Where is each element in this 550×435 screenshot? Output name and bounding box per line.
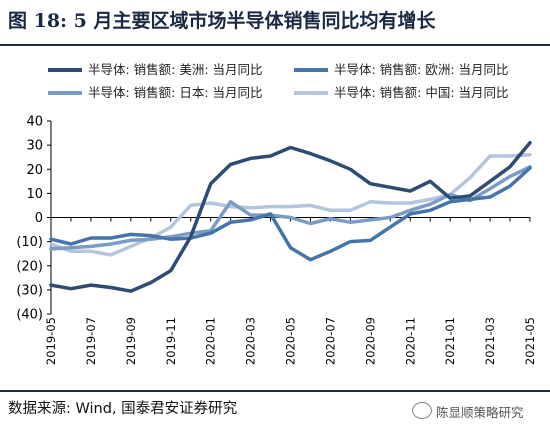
legend-swatch-china bbox=[294, 91, 328, 95]
x-tick-label: 2019-05 bbox=[44, 317, 58, 365]
series-line bbox=[49, 140, 532, 293]
x-tick-label: 2021-03 bbox=[483, 317, 497, 365]
x-tick-label: 2020-11 bbox=[403, 317, 417, 365]
line-chart: 40 30 20 10 0 (10) (20) (30) (40)2019-05 2019-07 2… bbox=[16, 115, 537, 366]
x-tick-label: 2020-07 bbox=[323, 317, 337, 365]
legend-label-china: 半导体: 销售额: 中国: 当月同比 bbox=[334, 85, 509, 100]
y-tick-label: (20) bbox=[16, 259, 43, 274]
x-tick-label: 2021-05 bbox=[523, 317, 537, 365]
legend-swatch-americas bbox=[48, 68, 82, 72]
x-tick-label: 2019-07 bbox=[84, 317, 98, 365]
chart-legend: 半导体: 销售额: 美洲: 当月同比 半导体: 销售额: 欧洲: 当月同比 半导… bbox=[0, 56, 550, 106]
y-tick-label: (10) bbox=[16, 235, 43, 250]
y-tick-label: 10 bbox=[26, 187, 43, 202]
x-tick-label: 2019-11 bbox=[164, 317, 178, 365]
x-tick-label: 2021-01 bbox=[443, 317, 457, 365]
wechat-icon bbox=[412, 402, 432, 419]
chart-title: 图 18: 5 月主要区域市场半导体销售同比均有增长 bbox=[8, 10, 436, 32]
y-tick-label: 0 bbox=[35, 211, 43, 226]
legend-label-japan: 半导体: 销售额: 日本: 当月同比 bbox=[88, 85, 263, 100]
footer-divider bbox=[0, 390, 550, 392]
legend-label-americas: 半导体: 销售额: 美洲: 当月同比 bbox=[88, 62, 263, 77]
y-tick-label: 20 bbox=[26, 163, 43, 178]
watermark-label: 陈显顺策略研究 bbox=[436, 405, 524, 420]
x-tick-label: 2020-03 bbox=[244, 317, 258, 365]
x-tick-label: 2020-09 bbox=[363, 317, 377, 365]
legend-label-europe: 半导体: 销售额: 欧洲: 当月同比 bbox=[334, 62, 509, 77]
title-bar: 图 18: 5 月主要区域市场半导体销售同比均有增长 bbox=[0, 0, 550, 46]
legend-swatch-japan bbox=[48, 91, 82, 95]
y-tick-label: 40 bbox=[26, 115, 43, 130]
series-line bbox=[49, 153, 532, 257]
series-line bbox=[49, 166, 532, 262]
y-tick-label: (40) bbox=[16, 308, 43, 323]
legend-swatch-europe bbox=[294, 68, 328, 72]
series-line bbox=[49, 165, 532, 251]
y-tick-label: (30) bbox=[16, 283, 43, 298]
y-tick-label: 30 bbox=[26, 139, 43, 154]
x-tick-label: 2020-05 bbox=[284, 317, 298, 365]
x-tick-label: 2019-09 bbox=[124, 317, 138, 365]
source-note: 数据来源: Wind, 国泰君安证券研究 bbox=[8, 401, 238, 417]
x-tick-label: 2020-01 bbox=[204, 317, 218, 365]
